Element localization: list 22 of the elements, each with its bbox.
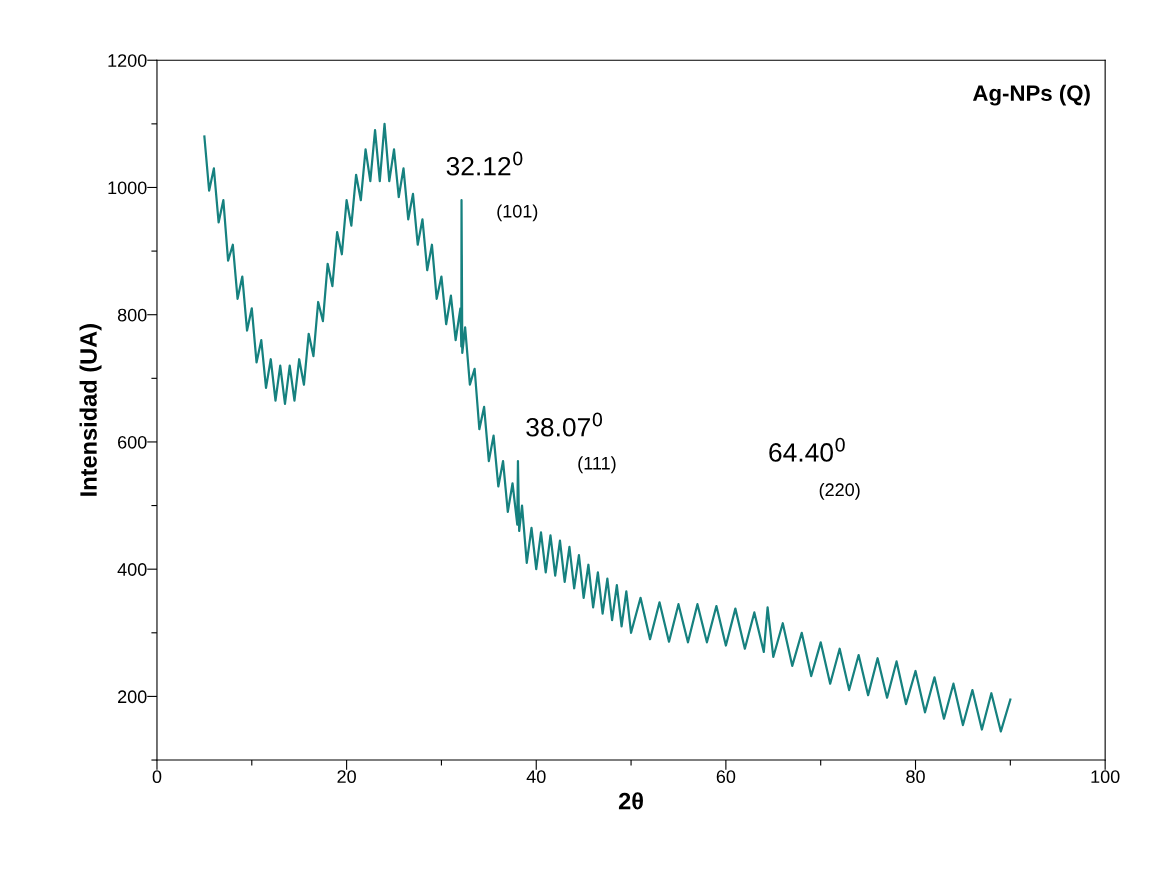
- x-tick-label: 60: [716, 770, 736, 784]
- y-tick-label: 800: [117, 308, 147, 322]
- y-tick-label: 1200: [108, 54, 147, 67]
- annotation: 38.07$^{0}$: [526, 412, 603, 437]
- x-tick-label: 20: [337, 770, 356, 784]
- y-tick-label: 200: [118, 690, 147, 704]
- y-tick-label: 400: [117, 563, 147, 576]
- x-tick-label: 100: [1091, 770, 1120, 784]
- annotation: (111): [578, 456, 616, 474]
- x-axis-title: 2θ: [618, 792, 643, 810]
- y-tick-label: 600: [118, 435, 147, 449]
- x-tick-label: 40: [526, 770, 546, 784]
- annotation: (220): [819, 482, 860, 500]
- x-tick-label: 80: [906, 770, 925, 784]
- annotation: Ag-NPs (Q): [972, 84, 1090, 106]
- x-tick-label: 0: [152, 770, 162, 784]
- annotation: 64.40$^{0}$: [769, 437, 845, 462]
- y-axis-title: Intensidad (UA): [79, 324, 102, 496]
- annotation: (101): [497, 204, 538, 222]
- y-tick-label: 1000: [108, 181, 147, 195]
- line-series: [203, 122, 1012, 733]
- annotation: 32.12$^{0}$: [446, 151, 523, 176]
